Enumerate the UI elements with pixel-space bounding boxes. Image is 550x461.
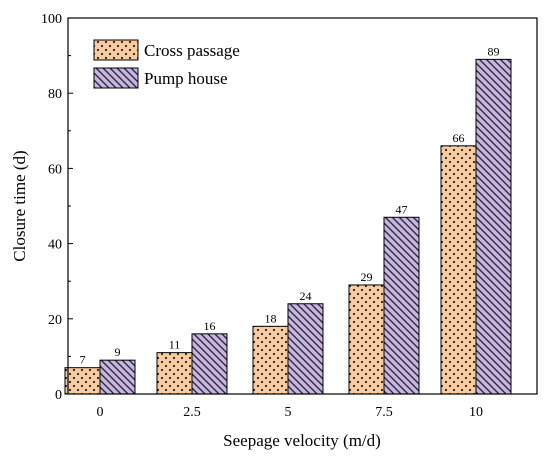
x-axis: 0 2.5 5 7.5 10	[97, 389, 483, 420]
data-label-pump-house-4: 89	[488, 44, 500, 58]
x-tick-label-3: 7.5	[375, 405, 393, 420]
bar-cross-passage-4	[440, 145, 477, 395]
x-tick-label-1: 2.5	[183, 405, 201, 420]
x-tick-label-0: 0	[97, 405, 104, 420]
y-tick-label-2: 40	[48, 238, 62, 253]
y-tick-label-1: 20	[48, 313, 62, 328]
data-label-pump-house-2: 24	[300, 289, 312, 303]
bar-cross-passage-1	[156, 352, 193, 395]
legend: Cross passage Pump house	[93, 39, 240, 89]
x-tick-label-2: 5	[285, 405, 292, 420]
bars-layer	[64, 58, 512, 395]
data-label-cross-passage-2: 18	[265, 311, 277, 325]
bar-pump-house-1	[191, 333, 228, 395]
data-label-cross-passage-4: 66	[453, 131, 465, 145]
data-label-pump-house-0: 9	[115, 345, 121, 359]
legend-swatch-pump-house	[93, 67, 139, 89]
y-tick-label-0: 0	[55, 388, 62, 403]
bar-pump-house-2	[287, 303, 324, 395]
bar-cross-passage-2	[252, 325, 289, 395]
legend-label-pump-house: Pump house	[144, 69, 228, 88]
bar-cross-passage-3	[348, 284, 385, 395]
data-label-pump-house-3: 47	[396, 202, 408, 216]
data-label-cross-passage-1: 11	[169, 338, 181, 352]
bar-pump-house-4	[475, 58, 512, 395]
y-axis-title: Closure time (d)	[10, 150, 29, 261]
data-label-pump-house-1: 16	[204, 319, 216, 333]
y-tick-label-4: 80	[48, 87, 62, 102]
y-tick-label-3: 60	[48, 162, 62, 177]
legend-swatch-cross-passage	[93, 39, 139, 61]
y-axis: 0 20 40 60 80 100	[41, 12, 73, 403]
data-labels-layer: 7 11 18 29 66 9 16 24 47 89	[80, 44, 500, 366]
x-tick-label-4: 10	[469, 405, 483, 420]
bar-pump-house-0	[99, 359, 136, 395]
bar-cross-passage-0	[64, 367, 101, 395]
data-label-cross-passage-3: 29	[361, 270, 373, 284]
bar-pump-house-3	[383, 216, 420, 395]
legend-label-cross-passage: Cross passage	[144, 41, 240, 60]
data-label-cross-passage-0: 7	[80, 353, 86, 367]
y-tick-label-5: 100	[41, 12, 62, 27]
x-axis-title: Seepage velocity (m/d)	[223, 431, 381, 450]
